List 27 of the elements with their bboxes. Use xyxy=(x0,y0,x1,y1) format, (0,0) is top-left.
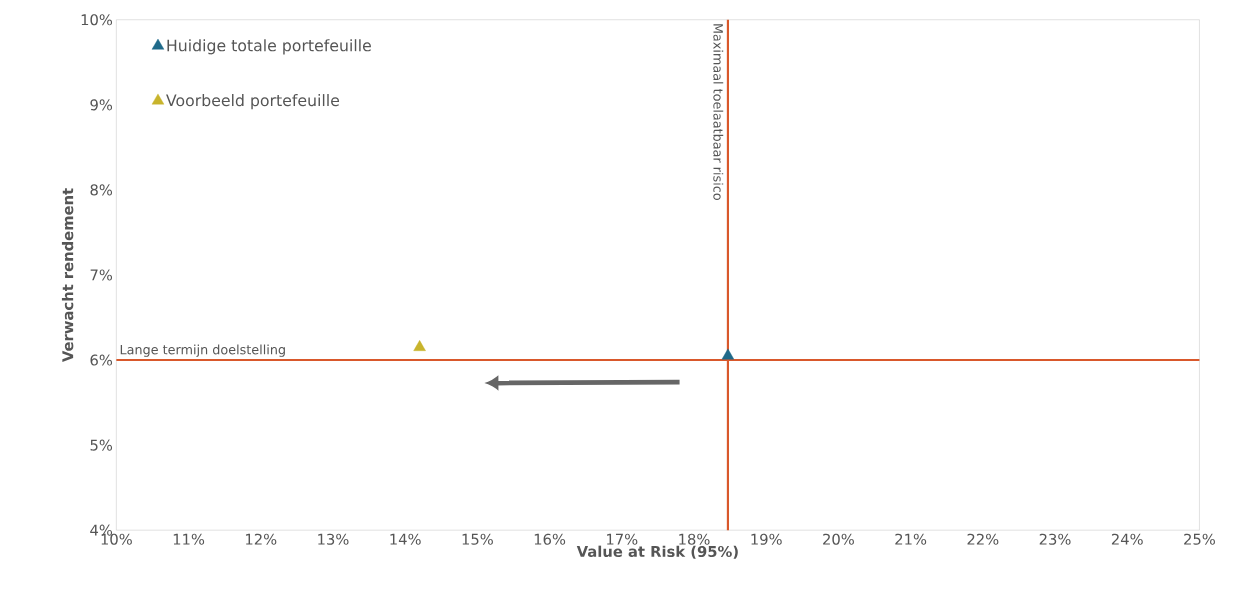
x-tick-label: 18% xyxy=(679,533,710,545)
y-tick-label: 9% xyxy=(90,99,113,111)
x-tick-label: 21% xyxy=(895,533,927,545)
y-tick-label: 5% xyxy=(90,439,113,451)
x-tick-label: 11% xyxy=(173,533,205,545)
x-tick-label: 13% xyxy=(318,533,349,545)
x-tick-label: 20% xyxy=(823,533,854,545)
legend-label: Huidige totale portefeuille xyxy=(167,39,371,55)
legend-label: Voorbeeld portefeuille xyxy=(166,93,340,110)
y-tick-label: 10% xyxy=(81,14,113,26)
x-tick-label: 19% xyxy=(751,533,782,545)
ref-line-label: Maximaal toelaatbaar risico xyxy=(713,24,724,200)
x-tick-label: 17% xyxy=(607,533,638,545)
y-axis-title: Verwacht rendement xyxy=(61,188,74,362)
x-tick-label: 25% xyxy=(1184,533,1215,545)
x-tick-label: 24% xyxy=(1111,533,1143,545)
x-tick-label: 16% xyxy=(534,533,566,545)
x-axis-title: Value at Risk (95%) xyxy=(576,545,738,559)
x-tick-label: 14% xyxy=(390,533,421,545)
y-tick-label: 6% xyxy=(90,354,113,366)
ref-line-label: Lange termijn doelstelling xyxy=(120,344,285,357)
x-tick-label: 15% xyxy=(462,533,493,545)
y-tick-label: 8% xyxy=(90,184,113,196)
y-tick-label: 7% xyxy=(90,269,113,281)
x-tick-label: 23% xyxy=(1039,533,1071,545)
x-tick-label: 22% xyxy=(967,533,999,545)
x-tick-label: 12% xyxy=(245,533,277,545)
